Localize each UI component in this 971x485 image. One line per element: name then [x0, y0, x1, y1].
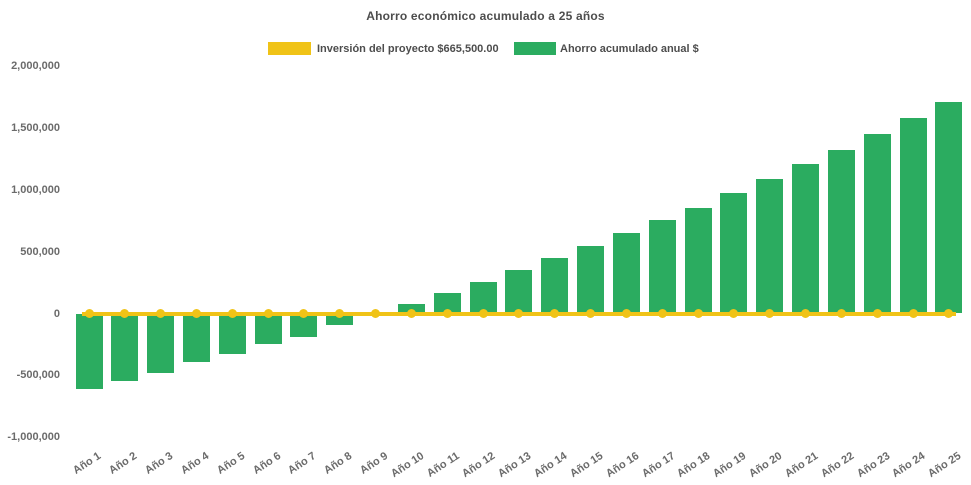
x-axis-tick-label: Año 15 [567, 450, 606, 481]
x-axis-tick-label: Año 21 [782, 450, 821, 481]
investment-line-marker [156, 309, 166, 318]
investment-line-marker [801, 309, 811, 318]
x-axis-tick-label: Año 9 [358, 450, 391, 477]
x-axis-tick-label: Año 14 [532, 450, 570, 481]
x-axis-tick-label: Año 12 [460, 450, 498, 481]
y-axis-tick-label: -1,000,000 [7, 431, 60, 444]
bar-año-14 [541, 257, 569, 314]
x-axis-tick-label: Año 1 [71, 450, 104, 477]
investment-line-marker [371, 309, 381, 318]
bar-año-22 [827, 150, 855, 314]
bar-año-2 [111, 313, 139, 381]
investment-line-marker [550, 309, 560, 318]
x-axis-tick-label: Año 7 [286, 450, 319, 477]
chart-title: Ahorro económico acumulado a 25 años [366, 9, 605, 23]
investment-line-marker [84, 309, 94, 318]
investment-line-marker [299, 309, 309, 318]
bar-año-17 [648, 220, 676, 314]
x-axis-tick-label: Año 3 [143, 450, 176, 477]
investment-line-marker [908, 309, 918, 318]
y-axis-tick-label: -500,000 [16, 369, 60, 382]
bar-año-25 [935, 101, 963, 314]
x-axis-tick-label: Año 5 [214, 450, 247, 477]
bar-año-23 [863, 134, 891, 314]
bar-año-18 [684, 207, 712, 314]
bar-año-10 [397, 303, 425, 314]
x-axis-tick-label: Año 8 [322, 450, 355, 477]
bar-año-5 [218, 313, 246, 354]
investment-line-marker [406, 309, 416, 318]
y-axis-tick-label: 0 [53, 307, 60, 320]
y-axis-tick-label: 2,000,000 [11, 60, 60, 73]
investment-line-marker [263, 309, 273, 318]
x-axis-tick-label: Año 25 [926, 450, 964, 481]
bar-año-24 [899, 117, 927, 314]
investment-line-marker [586, 309, 596, 318]
x-axis-tick-label: Año 16 [603, 450, 641, 481]
x-axis-tick-label: Año 19 [711, 450, 749, 481]
x-axis-tick-label: Año 20 [747, 450, 785, 481]
x-axis-tick-label: Año 22 [818, 450, 856, 481]
x-axis-tick-label: Año 18 [675, 450, 713, 481]
bar-año-19 [720, 192, 748, 314]
bar-año-3 [147, 313, 175, 374]
x-axis-tick-label: Año 2 [107, 450, 140, 477]
x-axis-tick-label: Año 13 [496, 450, 534, 481]
x-axis-tick-label: Año 23 [854, 450, 892, 481]
investment-line-marker [442, 309, 452, 318]
bar-año-4 [182, 313, 210, 363]
y-axis-tick-label: 1,500,000 [11, 122, 60, 135]
x-axis-tick-label: Año 17 [639, 450, 677, 481]
investment-line-marker [657, 309, 667, 318]
investment-line-marker [335, 309, 345, 318]
bar-año-7 [290, 313, 318, 337]
legend-label-savings: Ahorro acumulado anual $ [560, 43, 699, 55]
bar-año-6 [254, 313, 282, 345]
investment-line-marker [227, 309, 237, 318]
bar-año-20 [756, 179, 784, 314]
investment-line-marker [120, 309, 130, 318]
investment-line-marker [944, 309, 954, 318]
bar-año-13 [505, 270, 533, 314]
x-axis-tick-label: Año 11 [425, 450, 462, 480]
bar-año-21 [792, 164, 820, 314]
bar-año-8 [326, 313, 354, 326]
legend-swatch-savings [514, 42, 556, 55]
bar-año-16 [612, 233, 640, 314]
bar-año-15 [577, 246, 605, 314]
investment-line-marker [514, 309, 524, 318]
investment-line-marker [621, 309, 631, 318]
x-axis-tick-label: Año 10 [388, 450, 427, 481]
investment-line-marker [872, 309, 882, 318]
x-axis-tick-label: Año 4 [178, 450, 212, 477]
investment-line-marker [729, 309, 739, 318]
investment-line-marker [191, 309, 201, 318]
y-axis-tick-label: 500,000 [20, 245, 60, 258]
investment-line-marker [836, 309, 846, 318]
legend-label-investment: Inversión del proyecto $665,500.00 [317, 43, 499, 55]
x-axis-tick-label: Año 6 [250, 450, 283, 477]
bar-año-1 [75, 313, 103, 390]
bar-año-12 [469, 281, 497, 314]
bar-año-11 [433, 293, 461, 314]
x-axis-tick-label: Año 24 [890, 450, 928, 481]
investment-line-marker [693, 309, 703, 318]
y-axis-tick-label: 1,000,000 [11, 183, 60, 196]
investment-line-marker [765, 309, 775, 318]
investment-line-marker [478, 309, 488, 318]
legend-swatch-investment [268, 42, 311, 55]
